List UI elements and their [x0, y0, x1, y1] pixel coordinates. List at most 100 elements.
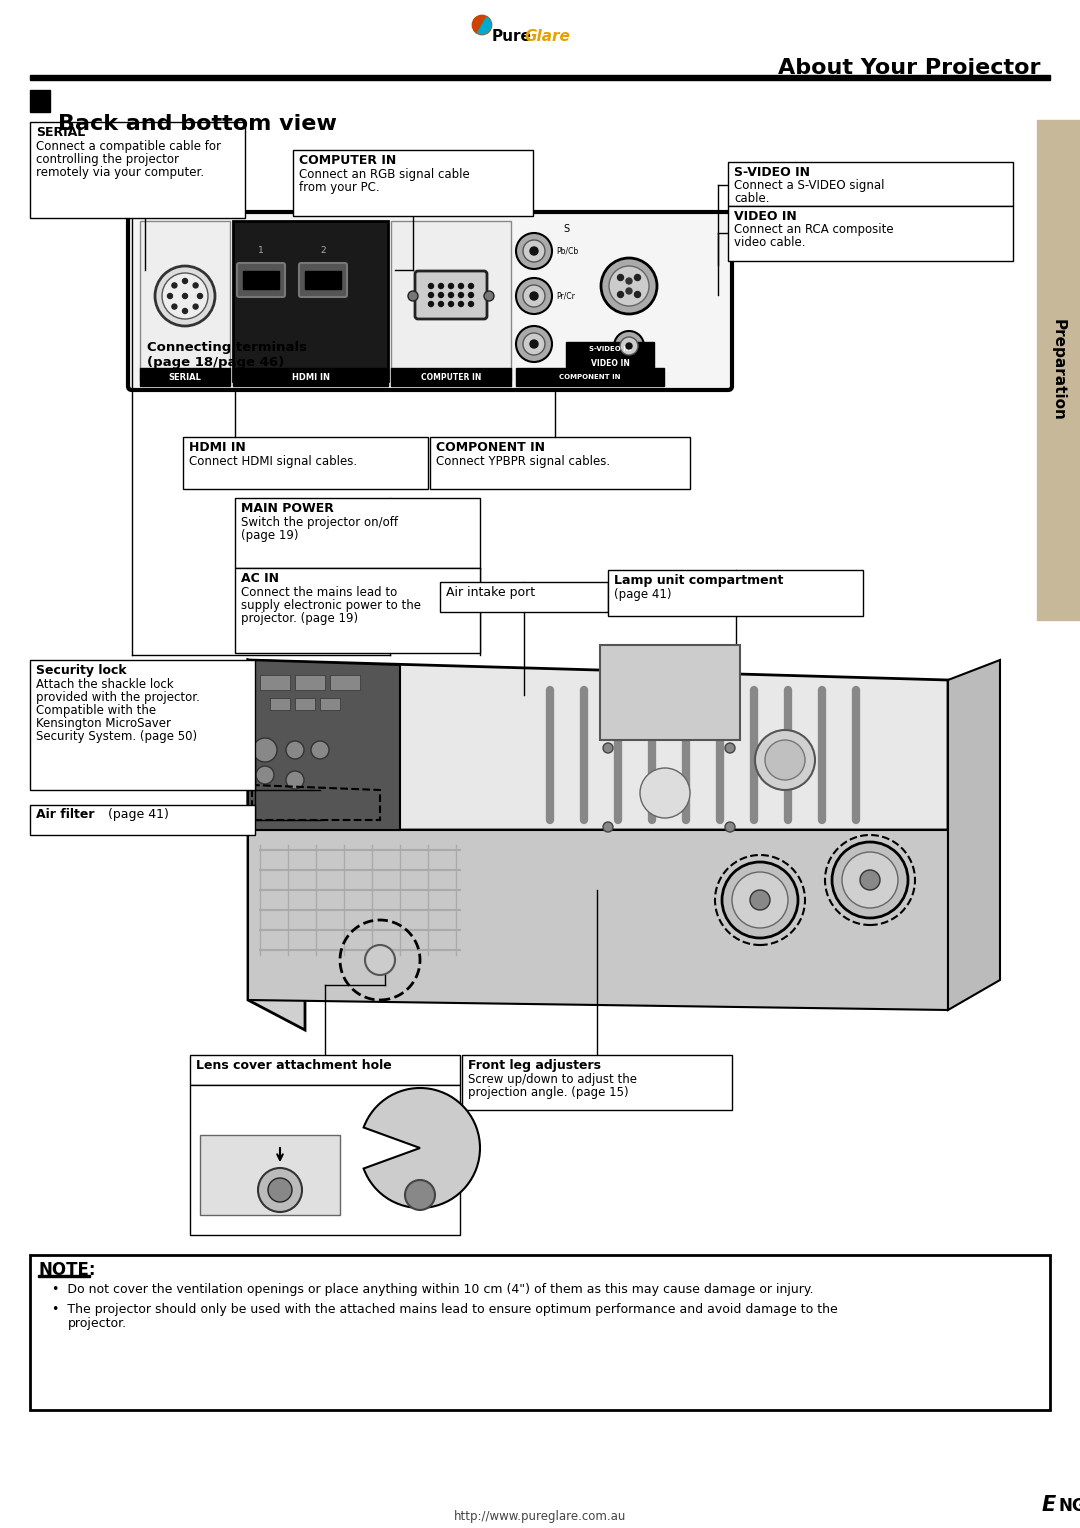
Bar [391, 222, 511, 380]
Text: S-VIDEO IN: S-VIDEO IN [734, 167, 810, 179]
Text: Preparation: Preparation [1051, 319, 1066, 420]
Circle shape [459, 292, 463, 298]
Bar [728, 162, 1013, 206]
Bar [233, 222, 388, 380]
Text: - 13: - 13 [1058, 1497, 1080, 1514]
Circle shape [484, 290, 494, 301]
Text: projector. (page 19): projector. (page 19) [241, 613, 359, 625]
Circle shape [172, 304, 177, 309]
Bar [190, 1054, 460, 1085]
Bar [330, 675, 360, 691]
Circle shape [459, 301, 463, 307]
Text: Security System. (page 50): Security System. (page 50) [36, 730, 198, 743]
Circle shape [438, 284, 444, 289]
Text: video cable.: video cable. [734, 235, 806, 249]
Text: Pb/Cb: Pb/Cb [556, 246, 578, 255]
Wedge shape [477, 17, 491, 34]
Text: Glare: Glare [524, 29, 570, 44]
Bar [190, 1085, 460, 1235]
Text: COMPONENT IN: COMPONENT IN [559, 374, 621, 380]
Text: Connect the mains lead to: Connect the mains lead to [241, 587, 397, 599]
Circle shape [448, 284, 454, 289]
Text: Air intake port: Air intake port [446, 587, 535, 599]
Bar [38, 1274, 90, 1277]
Bar [260, 675, 291, 691]
Circle shape [634, 292, 640, 298]
Bar [305, 270, 341, 289]
Text: Connect HDMI signal cables.: Connect HDMI signal cables. [189, 455, 357, 468]
Text: •  The projector should only be used with the attached mains lead to ensure opti: • The projector should only be used with… [52, 1303, 838, 1316]
Bar [566, 342, 654, 356]
Circle shape [162, 274, 208, 319]
Text: controlling the projector: controlling the projector [36, 153, 179, 167]
Bar [243, 270, 279, 289]
Bar [30, 90, 50, 112]
Bar [30, 805, 255, 834]
Text: HDMI IN: HDMI IN [292, 373, 329, 382]
Text: NOTE:: NOTE: [38, 1261, 95, 1279]
Circle shape [732, 872, 788, 927]
Bar [140, 222, 230, 380]
Circle shape [183, 278, 188, 284]
Circle shape [626, 342, 632, 348]
Circle shape [469, 292, 473, 298]
Text: Y: Y [531, 235, 537, 246]
Text: projector.: projector. [68, 1317, 127, 1329]
Circle shape [723, 862, 798, 938]
Circle shape [618, 292, 623, 298]
Circle shape [832, 842, 908, 918]
Bar [235, 568, 480, 652]
Circle shape [530, 341, 538, 348]
Text: Lens cover attachment hole: Lens cover attachment hole [195, 1059, 392, 1073]
Text: VIDEO IN: VIDEO IN [734, 209, 797, 223]
Bar [295, 675, 325, 691]
Circle shape [429, 284, 433, 289]
Text: supply electronic power to the: supply electronic power to the [241, 599, 421, 613]
Text: Screw up/down to adjust the: Screw up/down to adjust the [468, 1073, 637, 1086]
Bar [391, 368, 511, 387]
Text: 2: 2 [320, 246, 326, 255]
Circle shape [523, 286, 545, 307]
Circle shape [183, 309, 188, 313]
Circle shape [626, 278, 632, 284]
Text: (page 18/page 46): (page 18/page 46) [147, 356, 284, 368]
Circle shape [253, 738, 276, 762]
Text: Air filter: Air filter [36, 808, 95, 821]
Text: 1: 1 [258, 246, 264, 255]
Circle shape [609, 266, 649, 306]
Text: S: S [563, 225, 569, 234]
Text: COMPONENT IN: COMPONENT IN [436, 442, 545, 454]
Circle shape [603, 743, 613, 753]
Bar [200, 1135, 340, 1215]
Text: cable.: cable. [734, 193, 769, 205]
Text: (page 41): (page 41) [108, 808, 168, 821]
Circle shape [256, 766, 274, 784]
Circle shape [842, 853, 897, 908]
FancyBboxPatch shape [299, 263, 347, 296]
Bar [440, 582, 608, 613]
Bar [516, 368, 664, 387]
Bar [600, 645, 740, 740]
Bar [462, 1054, 732, 1109]
Text: SERIAL: SERIAL [168, 373, 202, 382]
Text: Pr/Cr: Pr/Cr [556, 292, 575, 301]
Polygon shape [248, 660, 400, 830]
Circle shape [620, 338, 638, 354]
Text: from your PC.: from your PC. [299, 180, 380, 194]
Circle shape [438, 292, 444, 298]
Polygon shape [248, 660, 305, 1030]
Circle shape [469, 301, 473, 307]
Text: AC IN: AC IN [241, 571, 279, 585]
Bar [293, 150, 534, 215]
Text: VIDEO IN: VIDEO IN [591, 359, 630, 368]
Circle shape [516, 325, 552, 362]
Circle shape [530, 292, 538, 299]
Text: Lamp unit compartment: Lamp unit compartment [615, 575, 783, 587]
Bar [235, 498, 480, 568]
Circle shape [516, 232, 552, 269]
Circle shape [725, 822, 735, 833]
Bar [728, 206, 1013, 261]
Bar [608, 570, 863, 616]
Bar [233, 368, 388, 387]
Text: NGLISH: NGLISH [1058, 1497, 1080, 1514]
